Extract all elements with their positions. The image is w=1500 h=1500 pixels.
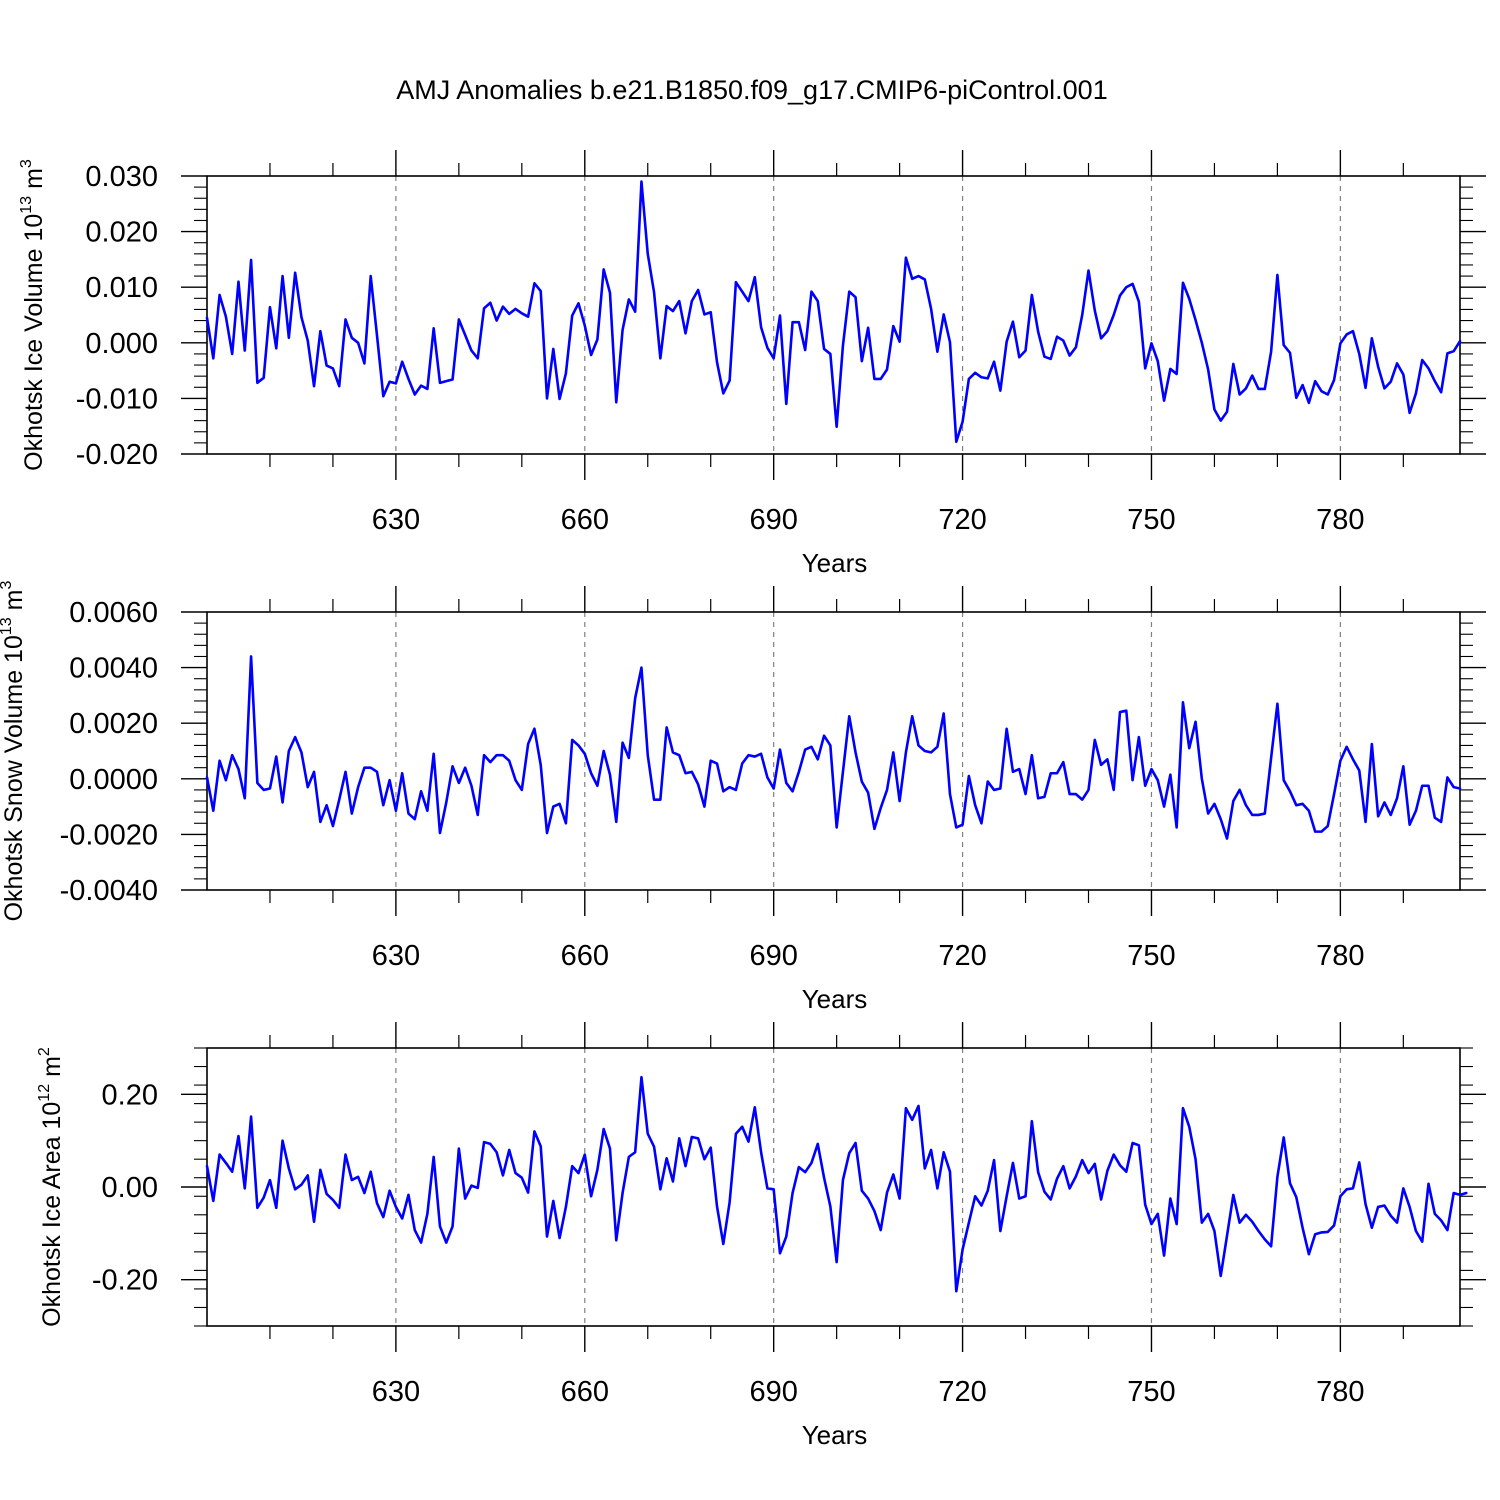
x-tick-label: 780: [1316, 940, 1364, 972]
y-axis-title: Okhotsk Ice Area 1012 m2: [36, 1047, 66, 1327]
y-tick-label: 0.0020: [69, 708, 158, 740]
y-tick-label: 0.010: [85, 272, 158, 304]
y-tick-label: -0.20: [92, 1265, 158, 1297]
x-tick-label: 690: [749, 504, 797, 536]
panel-1: 630 660 690 720 750 780 Years -0.020 -0.010 0.000…: [18, 150, 1486, 578]
series-line: [205, 655, 1462, 840]
y-axis-title: Okhotsk Ice Volume 1013 m3: [18, 159, 48, 471]
x-tick-label: 630: [372, 1376, 420, 1408]
x-tick-label: 720: [938, 940, 986, 972]
y-tick-label: 0.030: [85, 161, 158, 193]
x-tick-label: 750: [1127, 940, 1175, 972]
x-axis-title: Years: [802, 1420, 868, 1450]
x-axis-title: Years: [802, 984, 868, 1014]
x-tick-label: 720: [938, 1376, 986, 1408]
x-tick-label: 660: [561, 504, 609, 536]
y-tick-label: -0.0020: [60, 819, 158, 851]
x-tick-label: 750: [1127, 504, 1175, 536]
y-axis-title-base: Okhotsk Ice Volume 10: [20, 214, 48, 471]
y-tick-label: 0.0040: [69, 653, 158, 685]
plot-frame: [206, 175, 1461, 455]
x-tick-label: 690: [749, 940, 797, 972]
y-axis-title-exponent: 13: [0, 617, 15, 635]
plot-frame: [206, 611, 1461, 891]
series-line: [205, 180, 1462, 444]
x-tick-label: 630: [372, 940, 420, 972]
x-axis-title: Years: [802, 548, 868, 578]
x-tick-label: 660: [561, 1376, 609, 1408]
y-tick-label: 0.0060: [69, 597, 158, 629]
panel-3: 630 660 690 720 750 780 Years -0.20 0.00 0.20 Okho…: [36, 1022, 1486, 1450]
y-axis-title-unit-exponent: 2: [36, 1047, 53, 1056]
y-axis-title: Okhotsk Snow Volume 1013 m3: [0, 581, 28, 922]
y-axis-title-unit: m: [38, 1056, 66, 1077]
y-tick-label: -0.010: [76, 383, 158, 415]
x-tick-label: 630: [372, 504, 420, 536]
y-axis-title-unit-exponent: 3: [18, 159, 35, 168]
x-tick-label: 750: [1127, 1376, 1175, 1408]
y-axis-title-unit: m: [20, 168, 48, 189]
y-axis-title-exponent: 13: [18, 196, 35, 214]
y-tick-label: 0.020: [85, 217, 158, 249]
y-tick-label: 0.20: [102, 1079, 158, 1111]
x-tick-label: 690: [749, 1376, 797, 1408]
x-tick-label: 720: [938, 504, 986, 536]
y-tick-label: -0.020: [76, 439, 158, 471]
x-tick-label: 780: [1316, 1376, 1364, 1408]
y-axis-title-unit-exponent: 3: [0, 581, 15, 590]
y-tick-label: 0.000: [85, 328, 158, 360]
y-tick-label: 0.00: [102, 1172, 158, 1204]
y-tick-label: 0.0000: [69, 764, 158, 796]
panel-2: 630 660 690 720 750 780 Years -0.0040 -0.0020 0.0…: [0, 581, 1486, 1014]
plot-frame: [206, 1047, 1461, 1327]
y-tick-label: -0.0040: [60, 875, 158, 907]
y-axis-title-base: Okhotsk Ice Area 10: [38, 1102, 66, 1327]
x-tick-label: 780: [1316, 504, 1364, 536]
series-line: [205, 1075, 1468, 1293]
x-tick-label: 660: [561, 940, 609, 972]
y-axis-title-exponent: 12: [36, 1084, 53, 1102]
figure-title: AMJ Anomalies b.e21.B1850.f09_g17.CMIP6-…: [396, 75, 1107, 105]
y-axis-title-base: Okhotsk Snow Volume 10: [0, 635, 28, 921]
y-axis-title-unit: m: [0, 590, 28, 611]
